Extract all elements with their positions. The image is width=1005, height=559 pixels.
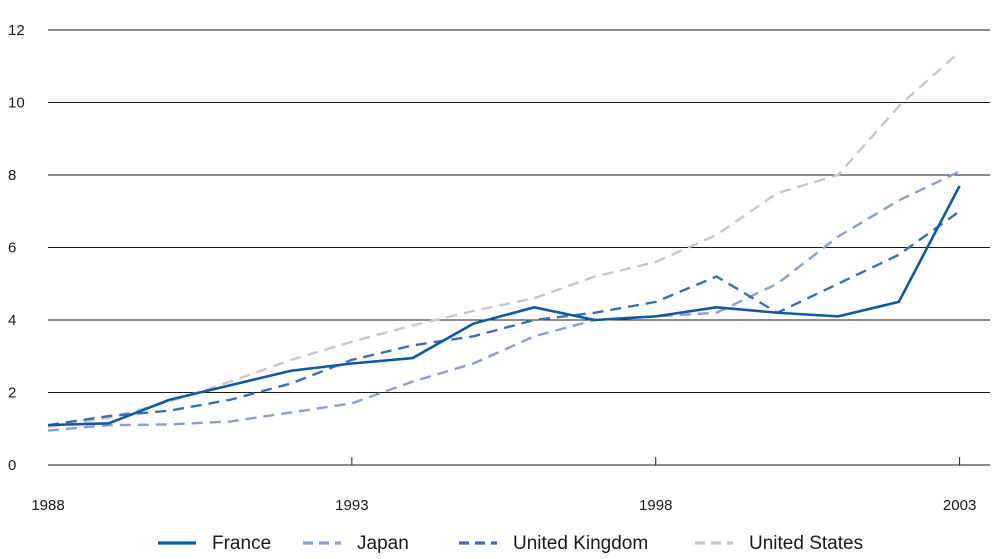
y-axis-tick-labels: 0 2 4 6 8 10 12 (8, 22, 25, 474)
x-axis-tick-labels: 1988 1993 1998 2003 (31, 497, 976, 514)
y-tick-label-10: 10 (8, 95, 25, 112)
y-tick-label-8: 8 (8, 167, 16, 184)
series-line-united-states (47, 50, 961, 429)
series-line-united-kingdom (47, 210, 961, 427)
x-tick-label-1998: 1998 (639, 497, 672, 514)
series-line-japan (47, 170, 961, 432)
y-tick-label-6: 6 (8, 240, 16, 257)
gridlines (48, 29, 990, 393)
x-axis (48, 457, 990, 466)
y-tick-label-2: 2 (8, 385, 16, 402)
legend-label-united-states: United States (749, 533, 863, 554)
x-tick-label-2003: 2003 (943, 497, 976, 514)
y-tick-label-0: 0 (8, 457, 16, 474)
legend-label-united-kingdom: United Kingdom (513, 533, 648, 554)
legend-label-france: France (212, 533, 271, 554)
legend-label-japan: Japan (357, 533, 409, 554)
x-tick-label-1993: 1993 (335, 497, 368, 514)
series-line-france (47, 185, 961, 427)
series-lines (47, 50, 961, 432)
x-tick-label-1988: 1988 (31, 497, 64, 514)
y-tick-label-12: 12 (8, 22, 25, 39)
y-tick-label-4: 4 (8, 312, 16, 329)
legend: France Japan United Kingdom United States (158, 533, 863, 554)
